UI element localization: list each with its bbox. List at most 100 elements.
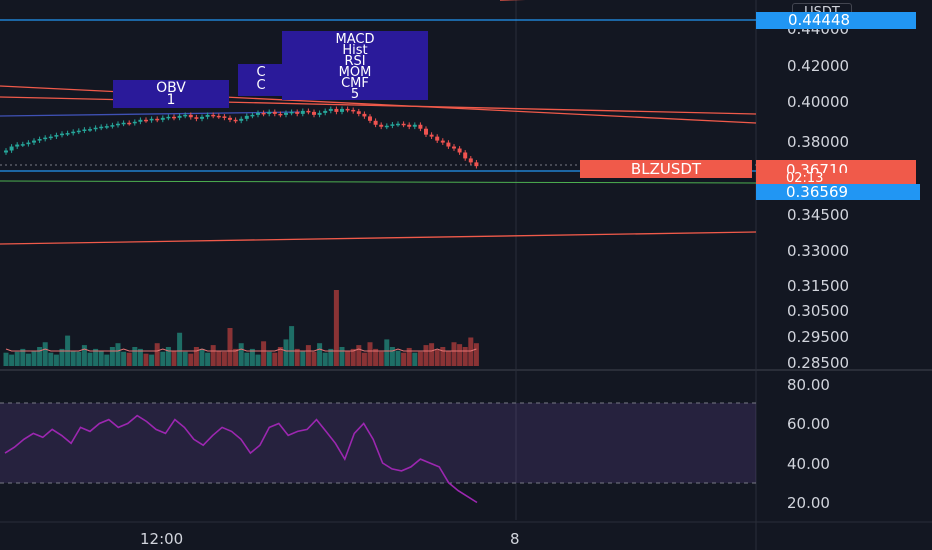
volume-bar (210, 345, 216, 366)
price-tick: 0.38000 (787, 133, 850, 151)
lower-line-price-tag: 0.36569 (756, 184, 920, 200)
candle-body (4, 150, 8, 153)
candle-body (452, 146, 456, 149)
candle-body (155, 118, 160, 121)
candle-body (110, 125, 115, 127)
volume-bar (165, 347, 171, 366)
price-tick: 0.31500 (787, 277, 850, 295)
volume-bar (160, 351, 166, 366)
volume-bar (384, 339, 390, 366)
candle-body (429, 134, 434, 137)
volume-bar (333, 290, 339, 366)
candle-body (300, 110, 305, 114)
candle-body (379, 124, 384, 127)
volume-bar (48, 352, 54, 366)
candle-body (474, 162, 479, 167)
volume-bar (154, 343, 160, 366)
candle-body (228, 117, 232, 120)
candle-body (166, 116, 171, 119)
price-tick: 0.34500 (787, 206, 850, 224)
candle-body (104, 126, 109, 128)
volume-bar (221, 351, 227, 366)
candle-body (267, 111, 272, 114)
volume-bar (389, 347, 395, 366)
candle-body (244, 115, 249, 119)
time-tick: 8 (510, 530, 520, 548)
candle-body (200, 116, 204, 119)
volume-bar (171, 350, 177, 366)
volume-bar (289, 326, 295, 366)
candle-body (88, 129, 92, 131)
candle-body (93, 127, 98, 130)
candle-body (340, 108, 344, 112)
volume-bar (59, 348, 65, 366)
candle-body (289, 111, 294, 114)
volume-bar (20, 348, 26, 366)
volume-bar (317, 343, 323, 366)
countdown-tag: 02:13 (756, 172, 916, 186)
label-line: Hist (342, 43, 368, 58)
candle-body (328, 108, 333, 111)
volume-bar (9, 354, 15, 366)
label-box-cut: C C (238, 64, 284, 96)
rsi-line (4, 414, 478, 504)
candle-body (82, 129, 87, 132)
candle-body (435, 136, 440, 141)
candle-body (15, 144, 20, 147)
candle-body (323, 110, 328, 113)
volume-bar (266, 351, 272, 366)
candle-body (172, 116, 176, 119)
volume-bar (31, 350, 37, 366)
rsi-tick: 40.00 (787, 455, 830, 473)
symbol-tag: BLZUSDT (580, 160, 752, 178)
candle-body (194, 117, 199, 119)
volume-bar (367, 342, 373, 366)
candle-body (116, 123, 120, 126)
volume-bar (3, 352, 9, 366)
volume-bar (109, 347, 115, 366)
candle-body (160, 117, 165, 120)
volume-bar (14, 351, 20, 366)
candle-body (127, 122, 132, 125)
volume-bar (25, 353, 31, 366)
label-line: C (256, 65, 266, 80)
label-line: MOM (338, 65, 372, 80)
candle-body (463, 152, 468, 159)
candle-body (250, 114, 255, 117)
candle-body (183, 114, 188, 117)
volume-bar (76, 351, 82, 366)
volume-bar (182, 351, 188, 366)
candle-body (256, 112, 260, 115)
candle-body (76, 130, 81, 133)
volume-bar (98, 350, 104, 366)
volume-bar (115, 343, 121, 366)
volume-bar (356, 345, 362, 366)
candle-body (60, 133, 64, 136)
candle-body (424, 128, 428, 135)
volume-bar (149, 354, 155, 366)
time-tick: 12:00 (140, 530, 184, 548)
candle-body (37, 139, 42, 141)
candle-body (121, 122, 126, 125)
volume-bar (373, 348, 379, 366)
candle-body (177, 115, 182, 118)
label-line: 1 (166, 92, 176, 108)
candle-body (468, 158, 473, 163)
price-tick: 0.42000 (787, 57, 850, 75)
volume-bar (294, 348, 300, 366)
candle-body (205, 114, 210, 117)
price-line-green (0, 180, 757, 184)
volume-bar (272, 352, 278, 366)
candle-body (295, 111, 300, 114)
indicator-line (0, 111, 301, 117)
rsi-tick: 20.00 (787, 494, 830, 512)
volume-ma-line (5, 348, 477, 352)
candle-body (390, 124, 395, 126)
volume-bar (440, 347, 446, 366)
label-box-obv: OBV 1 (113, 80, 229, 108)
volume-bar (143, 353, 149, 366)
candle-body (396, 123, 400, 126)
candle-body (412, 124, 417, 127)
volume-bar (401, 352, 407, 366)
